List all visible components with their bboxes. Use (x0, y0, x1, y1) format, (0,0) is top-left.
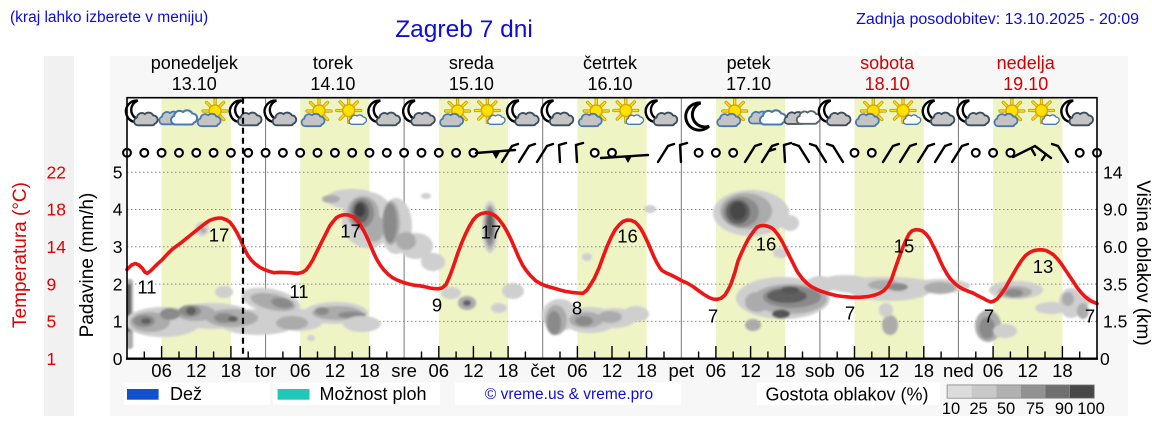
svg-text:(kraj lahko izberete v meniju): (kraj lahko izberete v meniju) (10, 9, 208, 26)
svg-text:5: 5 (113, 162, 123, 182)
svg-text:Višina oblakov (km): Višina oblakov (km) (1132, 180, 1152, 345)
svg-text:12: 12 (740, 360, 761, 381)
svg-text:50: 50 (997, 400, 1015, 418)
svg-text:1: 1 (113, 312, 123, 332)
svg-text:18: 18 (47, 200, 66, 220)
svg-text:9: 9 (432, 295, 442, 316)
svg-text:6.0: 6.0 (1103, 237, 1128, 257)
svg-text:16.10: 16.10 (587, 74, 632, 94)
svg-text:18: 18 (359, 360, 380, 381)
svg-text:18: 18 (636, 360, 657, 381)
svg-text:3.5: 3.5 (1103, 274, 1127, 294)
svg-text:petek: petek (727, 53, 772, 73)
svg-text:12: 12 (602, 360, 623, 381)
svg-text:sre: sre (391, 360, 417, 381)
svg-text:čet: čet (530, 360, 555, 381)
svg-text:14: 14 (47, 237, 67, 257)
svg-text:12: 12 (1017, 360, 1038, 381)
svg-text:18.10: 18.10 (865, 74, 910, 94)
svg-text:4: 4 (113, 200, 123, 220)
svg-text:12: 12 (186, 360, 207, 381)
svg-text:sobota: sobota (860, 53, 915, 73)
svg-text:Gostota oblakov (%): Gostota oblakov (%) (765, 385, 928, 405)
svg-text:0: 0 (113, 349, 123, 369)
svg-text:© vreme.us & vreme.pro: © vreme.us & vreme.pro (485, 386, 653, 403)
svg-text:12: 12 (879, 360, 900, 381)
svg-text:17: 17 (209, 225, 230, 246)
svg-text:1: 1 (47, 349, 57, 369)
svg-text:06: 06 (567, 360, 588, 381)
svg-text:90: 90 (1055, 400, 1073, 418)
svg-text:16: 16 (617, 226, 638, 247)
svg-text:tor: tor (255, 360, 277, 381)
svg-text:12: 12 (463, 360, 484, 381)
svg-text:Dež: Dež (170, 384, 202, 404)
svg-text:15.10: 15.10 (449, 74, 494, 94)
svg-text:22: 22 (47, 162, 66, 182)
svg-text:06: 06 (290, 360, 311, 381)
svg-text:06: 06 (151, 360, 172, 381)
svg-text:10: 10 (942, 400, 960, 418)
svg-text:pet: pet (668, 360, 694, 381)
svg-text:sob: sob (805, 360, 835, 381)
svg-text:12: 12 (325, 360, 346, 381)
svg-text:18: 18 (498, 360, 519, 381)
svg-text:Zadnja posodobitev: 13.10.2025: Zadnja posodobitev: 13.10.2025 - 20:09 (856, 11, 1139, 28)
svg-text:13.10: 13.10 (172, 74, 217, 94)
svg-text:13: 13 (1033, 256, 1054, 277)
svg-text:sreda: sreda (449, 53, 495, 73)
svg-text:četrtek: četrtek (583, 53, 638, 73)
svg-text:18: 18 (775, 360, 796, 381)
svg-text:1.5: 1.5 (1103, 312, 1127, 332)
svg-text:11: 11 (137, 277, 156, 298)
svg-text:18: 18 (1052, 360, 1073, 381)
svg-text:11: 11 (289, 281, 308, 302)
svg-text:19.10: 19.10 (1003, 74, 1048, 94)
svg-text:8: 8 (572, 298, 582, 319)
svg-text:torek: torek (313, 53, 354, 73)
svg-text:17: 17 (481, 222, 502, 243)
svg-text:06: 06 (844, 360, 865, 381)
svg-text:Možnost ploh: Možnost ploh (320, 384, 427, 404)
svg-text:0: 0 (1100, 349, 1110, 369)
svg-text:3: 3 (113, 237, 123, 257)
svg-text:Padavine (mm/h): Padavine (mm/h) (77, 193, 98, 338)
svg-text:15: 15 (894, 235, 915, 256)
svg-text:17.10: 17.10 (726, 74, 771, 94)
svg-text:7: 7 (1085, 306, 1095, 327)
svg-text:ponedeljek: ponedeljek (151, 53, 239, 73)
svg-text:5: 5 (47, 312, 57, 332)
svg-text:7: 7 (845, 303, 855, 324)
svg-text:16: 16 (756, 234, 777, 255)
svg-text:nedelja: nedelja (997, 53, 1056, 73)
svg-text:75: 75 (1026, 400, 1044, 418)
svg-text:9.0: 9.0 (1103, 200, 1128, 220)
svg-text:18: 18 (221, 360, 242, 381)
svg-text:7: 7 (984, 306, 994, 327)
svg-text:18: 18 (914, 360, 935, 381)
svg-text:Zagreb 7 dni: Zagreb 7 dni (395, 16, 533, 43)
svg-text:100: 100 (1077, 400, 1105, 418)
svg-text:06: 06 (983, 360, 1004, 381)
svg-text:14: 14 (1103, 162, 1123, 182)
svg-text:14.10: 14.10 (310, 74, 355, 94)
svg-text:06: 06 (706, 360, 727, 381)
svg-text:ned: ned (943, 360, 974, 381)
svg-text:17: 17 (340, 221, 361, 242)
svg-text:2: 2 (113, 274, 123, 294)
svg-text:Temperatura (°C): Temperatura (°C) (10, 182, 31, 328)
svg-text:25: 25 (969, 400, 987, 418)
svg-text:06: 06 (429, 360, 450, 381)
svg-text:9: 9 (47, 274, 57, 294)
svg-text:7: 7 (708, 306, 718, 327)
